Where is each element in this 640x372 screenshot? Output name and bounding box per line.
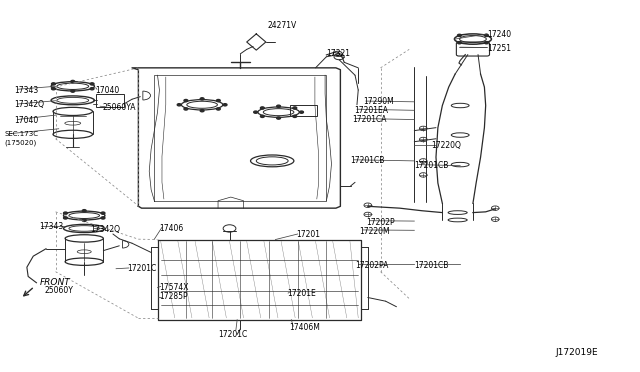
- Circle shape: [90, 87, 94, 90]
- Text: 17406: 17406: [159, 224, 184, 233]
- Text: 17343: 17343: [14, 86, 38, 94]
- Circle shape: [260, 107, 264, 109]
- Circle shape: [253, 111, 257, 113]
- Text: 17574X: 17574X: [159, 283, 189, 292]
- Circle shape: [276, 105, 280, 108]
- Text: 25060Y: 25060Y: [45, 286, 74, 295]
- Circle shape: [83, 219, 86, 221]
- Text: 17040: 17040: [14, 116, 38, 125]
- Circle shape: [184, 108, 188, 110]
- Text: J172019E: J172019E: [556, 349, 598, 357]
- Circle shape: [484, 42, 488, 44]
- Circle shape: [200, 98, 204, 100]
- Circle shape: [52, 83, 55, 85]
- Text: 17040: 17040: [96, 86, 120, 94]
- Text: 17285P: 17285P: [159, 292, 188, 301]
- Circle shape: [52, 87, 55, 90]
- Circle shape: [458, 42, 461, 44]
- Circle shape: [177, 104, 181, 106]
- Text: 17201C: 17201C: [127, 264, 157, 273]
- Text: 17201CB: 17201CB: [414, 261, 449, 270]
- Circle shape: [293, 107, 297, 109]
- Circle shape: [101, 217, 105, 219]
- Circle shape: [101, 212, 105, 214]
- Circle shape: [90, 83, 94, 85]
- Text: 17202P: 17202P: [366, 218, 394, 227]
- Text: 17240: 17240: [487, 30, 511, 39]
- Circle shape: [216, 108, 220, 110]
- Text: 17321: 17321: [326, 49, 350, 58]
- Text: 17201CB: 17201CB: [351, 156, 385, 166]
- Circle shape: [216, 99, 220, 102]
- Circle shape: [83, 210, 86, 212]
- Text: 17342Q: 17342Q: [91, 225, 120, 234]
- Circle shape: [223, 104, 227, 106]
- Circle shape: [458, 34, 461, 36]
- Text: 17343: 17343: [40, 222, 64, 231]
- Text: 25060YA: 25060YA: [102, 103, 136, 112]
- Circle shape: [63, 217, 67, 219]
- Text: SEC.173C: SEC.173C: [4, 131, 38, 137]
- Circle shape: [484, 34, 488, 36]
- Text: FRONT: FRONT: [40, 278, 70, 287]
- Circle shape: [71, 90, 75, 92]
- Text: 17406M: 17406M: [289, 323, 320, 331]
- Circle shape: [184, 99, 188, 102]
- Text: 17251: 17251: [487, 44, 511, 53]
- Circle shape: [300, 111, 303, 113]
- Text: (175020): (175020): [4, 139, 37, 146]
- Text: 17290M: 17290M: [364, 97, 394, 106]
- Text: 17201E: 17201E: [287, 289, 316, 298]
- Circle shape: [276, 117, 280, 119]
- Text: 17201: 17201: [296, 230, 320, 239]
- Text: 17220Q: 17220Q: [431, 141, 461, 150]
- Text: 17342Q: 17342Q: [14, 100, 44, 109]
- Text: 17201C: 17201C: [218, 330, 247, 339]
- Text: 17201EA: 17201EA: [354, 106, 388, 115]
- Text: 17201CB: 17201CB: [414, 161, 449, 170]
- Text: 24271V: 24271V: [268, 21, 297, 30]
- Circle shape: [200, 110, 204, 112]
- Circle shape: [260, 115, 264, 118]
- Text: 17202PA: 17202PA: [355, 261, 388, 270]
- Text: 17201CA: 17201CA: [352, 115, 387, 124]
- Text: 17220M: 17220M: [359, 227, 390, 235]
- Circle shape: [71, 80, 75, 83]
- Circle shape: [63, 212, 67, 214]
- Circle shape: [293, 115, 297, 118]
